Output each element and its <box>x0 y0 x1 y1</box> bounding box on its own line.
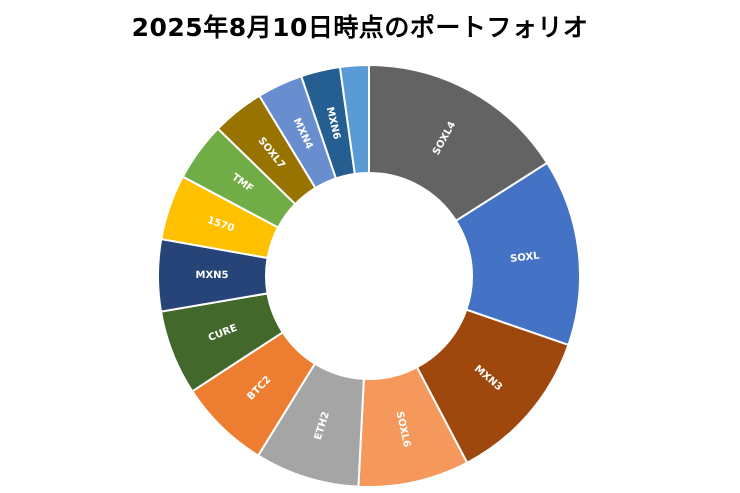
slice-soxl <box>454 161 581 347</box>
slice-unlabeled <box>338 63 370 176</box>
chart-title: 2025年8月10日時点のポートフォリオ <box>131 13 589 42</box>
slice-soxl4 <box>368 63 549 223</box>
slice-label-mxn5: MXN5 <box>195 270 228 281</box>
slice-label-soxl: SOXL <box>510 251 541 265</box>
